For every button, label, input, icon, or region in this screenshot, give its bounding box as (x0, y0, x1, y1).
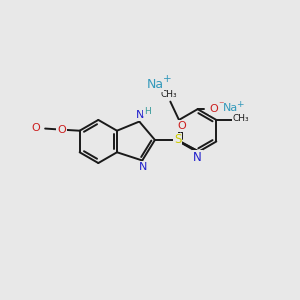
Text: S: S (174, 134, 181, 146)
Text: +: + (236, 100, 244, 109)
Text: O: O (57, 124, 66, 135)
Text: Na: Na (147, 78, 164, 91)
Text: ⁻: ⁻ (218, 100, 224, 110)
Text: O: O (32, 123, 40, 133)
Text: CH₃: CH₃ (232, 114, 249, 123)
Text: Na: Na (223, 103, 238, 113)
Text: O: O (177, 121, 186, 131)
Text: CH₃: CH₃ (160, 90, 177, 99)
Text: H: H (144, 107, 150, 116)
Text: N: N (193, 151, 202, 164)
Text: +: + (163, 74, 172, 84)
Text: N: N (139, 162, 147, 172)
Text: O: O (210, 104, 218, 114)
Text: N: N (136, 110, 144, 120)
